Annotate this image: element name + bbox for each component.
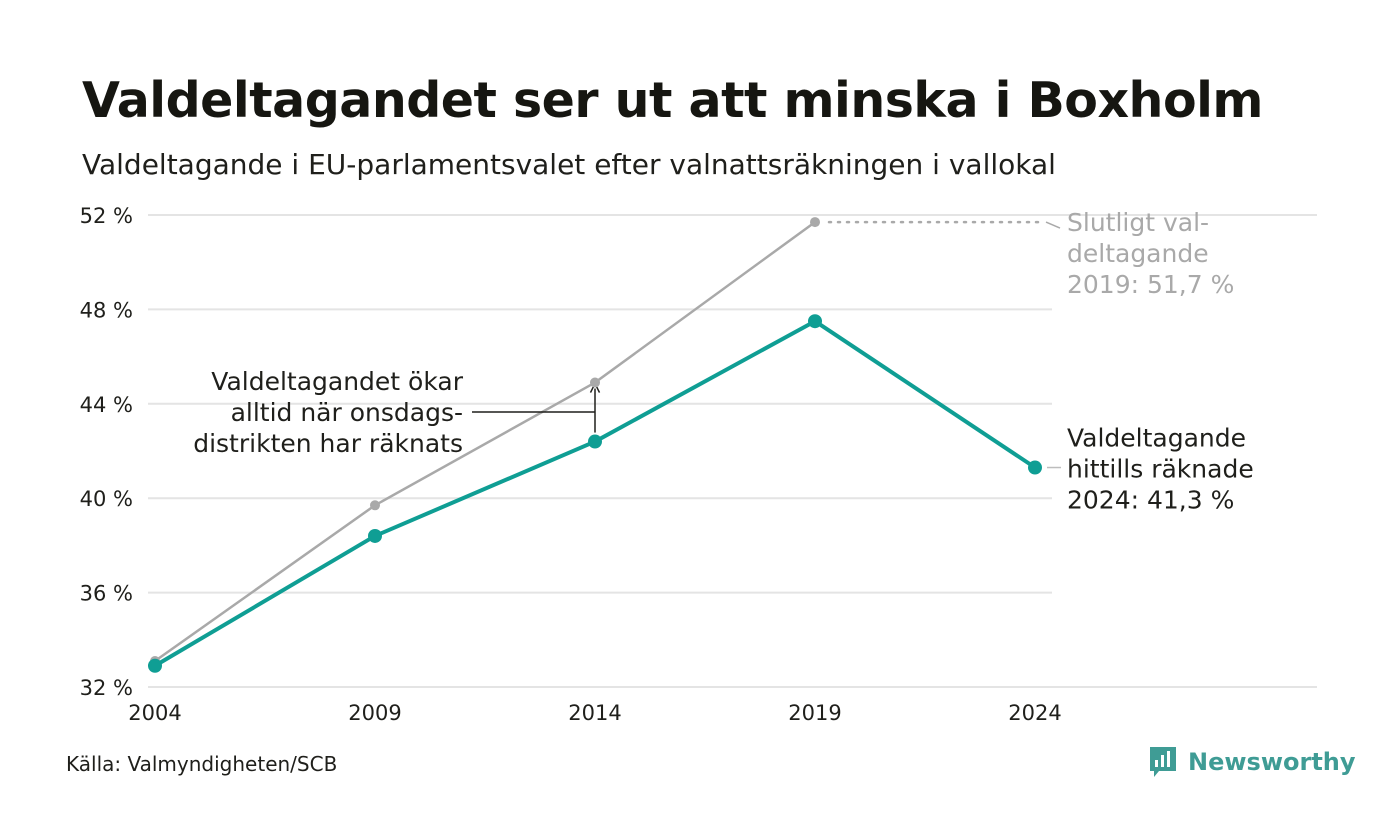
bar-chart-speech-icon: [1150, 747, 1176, 777]
difference-label: distrikten har räknats: [193, 429, 463, 458]
source-note: Källa: Valmyndigheten/SCB: [66, 752, 338, 776]
y-tick-label: 36 %: [80, 582, 133, 606]
data-point-final: [810, 217, 820, 228]
final-2019-label: 2019: 51,7 %: [1067, 270, 1234, 299]
counted-2024-label: Valdeltagande: [1067, 424, 1246, 453]
data-point-valnatt: [1028, 460, 1042, 475]
counted-2024-label: hittills räknade: [1067, 455, 1254, 484]
difference-label: Valdeltagandet ökar: [211, 367, 463, 396]
data-points: [148, 217, 1042, 673]
data-point-final: [370, 500, 380, 511]
brand-logo: Newsworthy: [1148, 745, 1356, 779]
data-point-valnatt: [148, 658, 162, 673]
y-axis-ticks: 32 % 36 % 40 % 44 % 48 % 52 %: [80, 204, 133, 700]
counted-2024-label: 2024: 41,3 %: [1067, 486, 1234, 515]
data-point-valnatt: [588, 434, 602, 449]
y-tick-label: 44 %: [80, 393, 133, 417]
x-tick-label: 2024: [1008, 701, 1061, 725]
y-tick-label: 52 %: [80, 204, 133, 228]
x-axis-ticks: 2004 2009 2014 2019 2024: [128, 701, 1061, 725]
chart-subtitle: Valdeltagande i EU-parlamentsvalet efter…: [82, 148, 1056, 181]
y-tick-label: 32 %: [80, 676, 133, 700]
final-2019-label: Slutligt val-: [1067, 208, 1209, 237]
y-tick-label: 48 %: [80, 298, 133, 322]
brand-name: Newsworthy: [1188, 748, 1356, 776]
data-point-final: [590, 377, 600, 388]
x-tick-label: 2014: [568, 701, 621, 725]
difference-label: alltid när onsdags-: [231, 398, 463, 427]
data-point-valnatt: [808, 314, 822, 329]
data-point-valnatt: [368, 528, 382, 543]
x-tick-label: 2009: [348, 701, 401, 725]
final-2019-label: deltagande: [1067, 239, 1209, 268]
series-line-final: [154, 221, 816, 663]
chart-title: Valdeltagandet ser ut att minska i Boxho…: [82, 72, 1263, 129]
x-tick-label: 2019: [788, 701, 841, 725]
grid-lines: [148, 214, 1317, 688]
final-2019-connector: [1045, 221, 1061, 229]
y-tick-label: 40 %: [80, 487, 133, 511]
x-tick-label: 2004: [128, 701, 181, 725]
